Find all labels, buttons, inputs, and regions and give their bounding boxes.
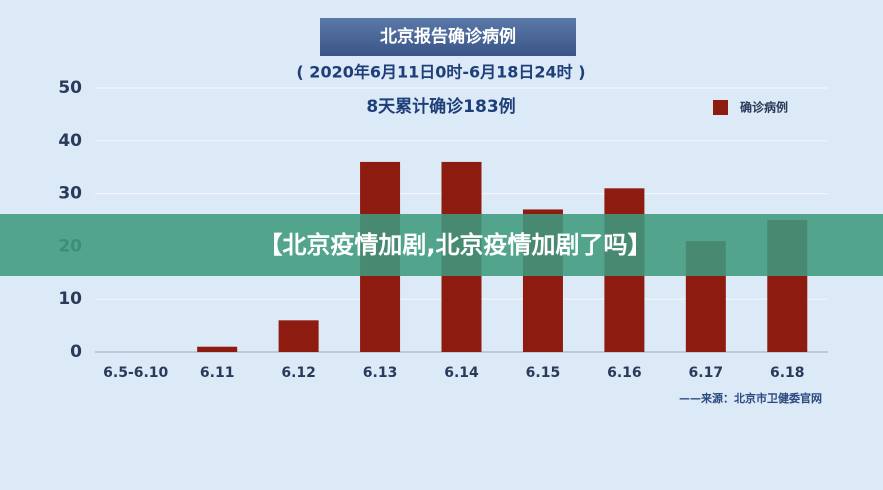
overlay-banner: [0, 214, 883, 276]
x-tick-label: 6.18: [770, 365, 805, 381]
x-tick-label: 6.17: [689, 365, 724, 381]
x-tick-label: 6.16: [607, 365, 642, 381]
legend-label: 确诊病例: [740, 100, 788, 115]
x-tick-label: 6.14: [444, 365, 479, 381]
x-tick-label: 6.5-6.10: [103, 365, 168, 381]
y-tick-label: 0: [70, 342, 82, 362]
x-tick-label: 6.15: [526, 365, 561, 381]
overlay-text: 【北京疫情加剧,北京疫情加剧了吗】: [258, 231, 651, 259]
y-tick-label: 40: [58, 131, 82, 151]
y-tick-label: 30: [58, 184, 82, 204]
y-tick-label: 50: [58, 78, 82, 98]
legend-swatch: [713, 100, 728, 115]
chart-title: 北京报告确诊病例: [380, 26, 516, 47]
title-box: [320, 18, 576, 56]
x-tick-label: 6.11: [200, 365, 235, 381]
bar: [197, 346, 238, 352]
annotation: 8天累计确诊183例: [366, 96, 515, 117]
bar: [278, 320, 319, 352]
source: ——来源：北京市卫健委官网: [679, 391, 822, 405]
subtitle: ( 2020年6月11日0时-6月18日24时 ): [296, 63, 585, 82]
x-tick-label: 6.13: [363, 365, 398, 381]
x-tick-label: 6.12: [281, 365, 316, 381]
y-tick-label: 10: [58, 289, 82, 309]
